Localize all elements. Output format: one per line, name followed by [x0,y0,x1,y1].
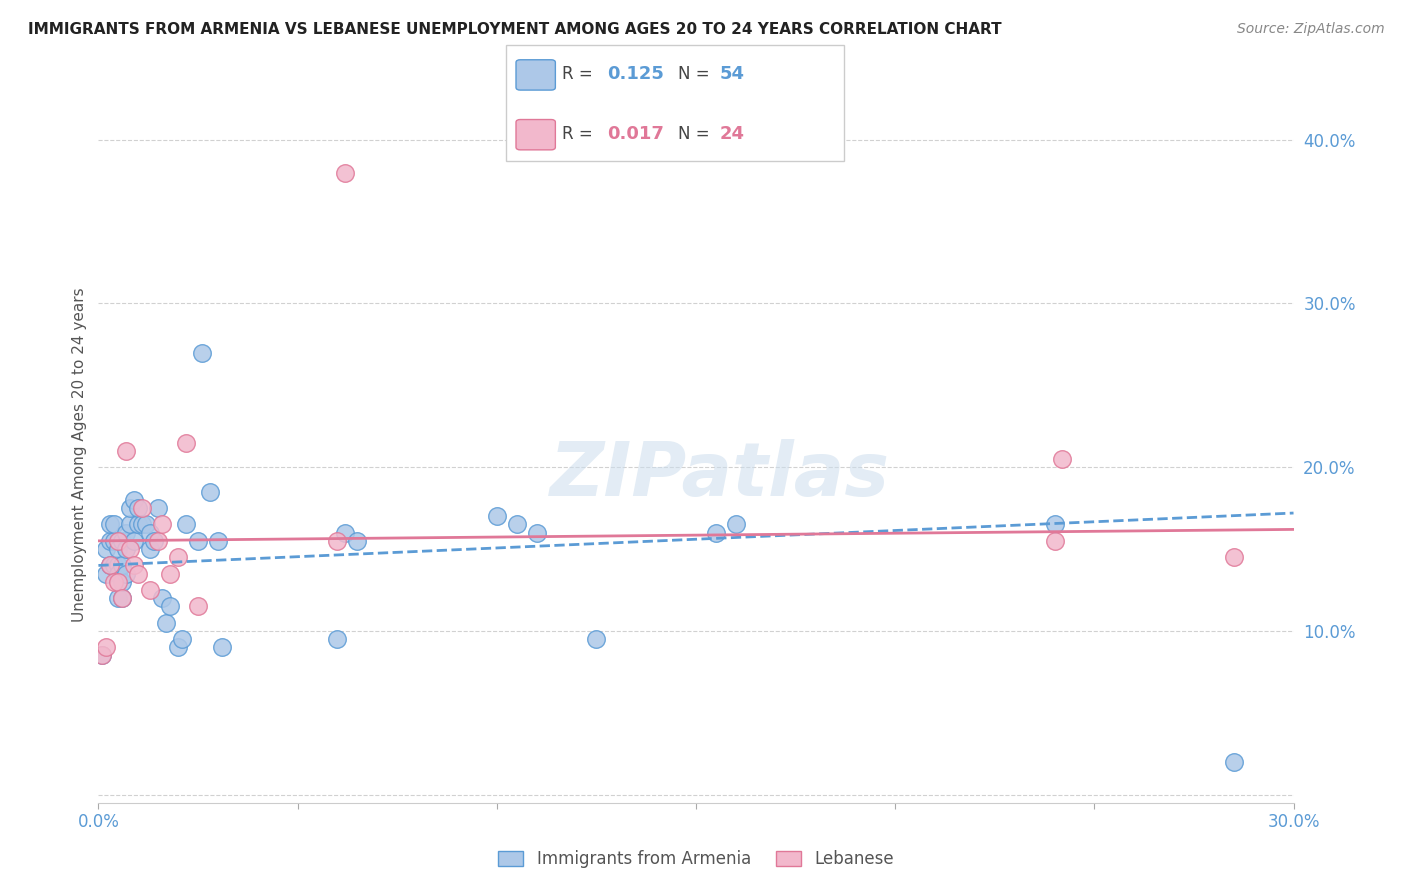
Point [198,484,221,499]
Point [1052,452,1074,467]
Y-axis label: Unemployment Among Ages 20 to 24 years: Unemployment Among Ages 20 to 24 years [72,287,87,623]
Point [115,525,138,540]
Point [124,558,146,573]
Point [127,501,149,516]
Text: N =: N = [678,65,714,83]
Text: N =: N = [678,125,714,143]
Text: R =: R = [562,125,599,143]
Point [167,550,190,565]
Point [326,632,349,646]
Point [107,574,129,589]
Point [96,542,118,557]
Text: 0.017: 0.017 [607,125,664,143]
Point [98,517,122,532]
Point [150,591,173,606]
Point [96,640,118,655]
Point [704,525,727,540]
Point [335,165,357,179]
Point [1043,517,1066,532]
Point [172,632,194,646]
Point [107,533,129,548]
Point [1222,755,1246,769]
Point [111,558,134,573]
Point [148,533,170,548]
Point [103,558,125,573]
Point [346,533,368,548]
Point [120,517,142,532]
Point [107,558,129,573]
Point [174,435,197,450]
Point [124,533,146,548]
Point [111,574,134,589]
Point [96,566,118,581]
Point [506,517,529,532]
Point [485,509,508,524]
Point [111,533,134,548]
Point [127,566,149,581]
Text: R =: R = [562,65,599,83]
Point [103,574,125,589]
Point [98,558,122,573]
Point [143,533,166,548]
Point [585,632,607,646]
Point [335,525,357,540]
Point [187,533,209,548]
Point [526,525,548,540]
Text: Source: ZipAtlas.com: Source: ZipAtlas.com [1237,22,1385,37]
Text: ZIPatlas: ZIPatlas [550,439,890,512]
Point [124,492,146,507]
Point [159,599,181,614]
Point [1222,550,1246,565]
Point [150,517,173,532]
Point [187,599,209,614]
Point [159,566,181,581]
Point [115,443,138,458]
Point [127,517,149,532]
Point [115,542,138,557]
Point [107,566,129,581]
Point [111,591,134,606]
Text: 0.125: 0.125 [607,65,664,83]
Point [115,566,138,581]
Legend: Immigrants from Armenia, Lebanese: Immigrants from Armenia, Lebanese [492,843,900,874]
Point [107,591,129,606]
Point [1043,533,1066,548]
Point [139,582,162,597]
Point [174,517,197,532]
Point [191,345,214,359]
Point [120,542,142,557]
Point [155,615,177,630]
Point [107,542,129,557]
Point [131,501,153,516]
Text: 54: 54 [720,65,745,83]
Point [139,542,162,557]
Point [120,501,142,516]
Point [135,517,157,532]
Point [326,533,349,548]
Point [91,648,114,663]
Point [103,517,125,532]
Text: IMMIGRANTS FROM ARMENIA VS LEBANESE UNEMPLOYMENT AMONG AGES 20 TO 24 YEARS CORRE: IMMIGRANTS FROM ARMENIA VS LEBANESE UNEM… [28,22,1001,37]
Point [167,640,190,655]
Point [103,533,125,548]
Point [91,648,114,663]
Point [211,640,233,655]
Point [148,501,170,516]
Point [111,591,134,606]
Point [98,533,122,548]
Point [207,533,229,548]
Point [139,525,162,540]
Point [724,517,747,532]
Point [131,517,153,532]
Point [98,558,122,573]
Text: 24: 24 [720,125,745,143]
